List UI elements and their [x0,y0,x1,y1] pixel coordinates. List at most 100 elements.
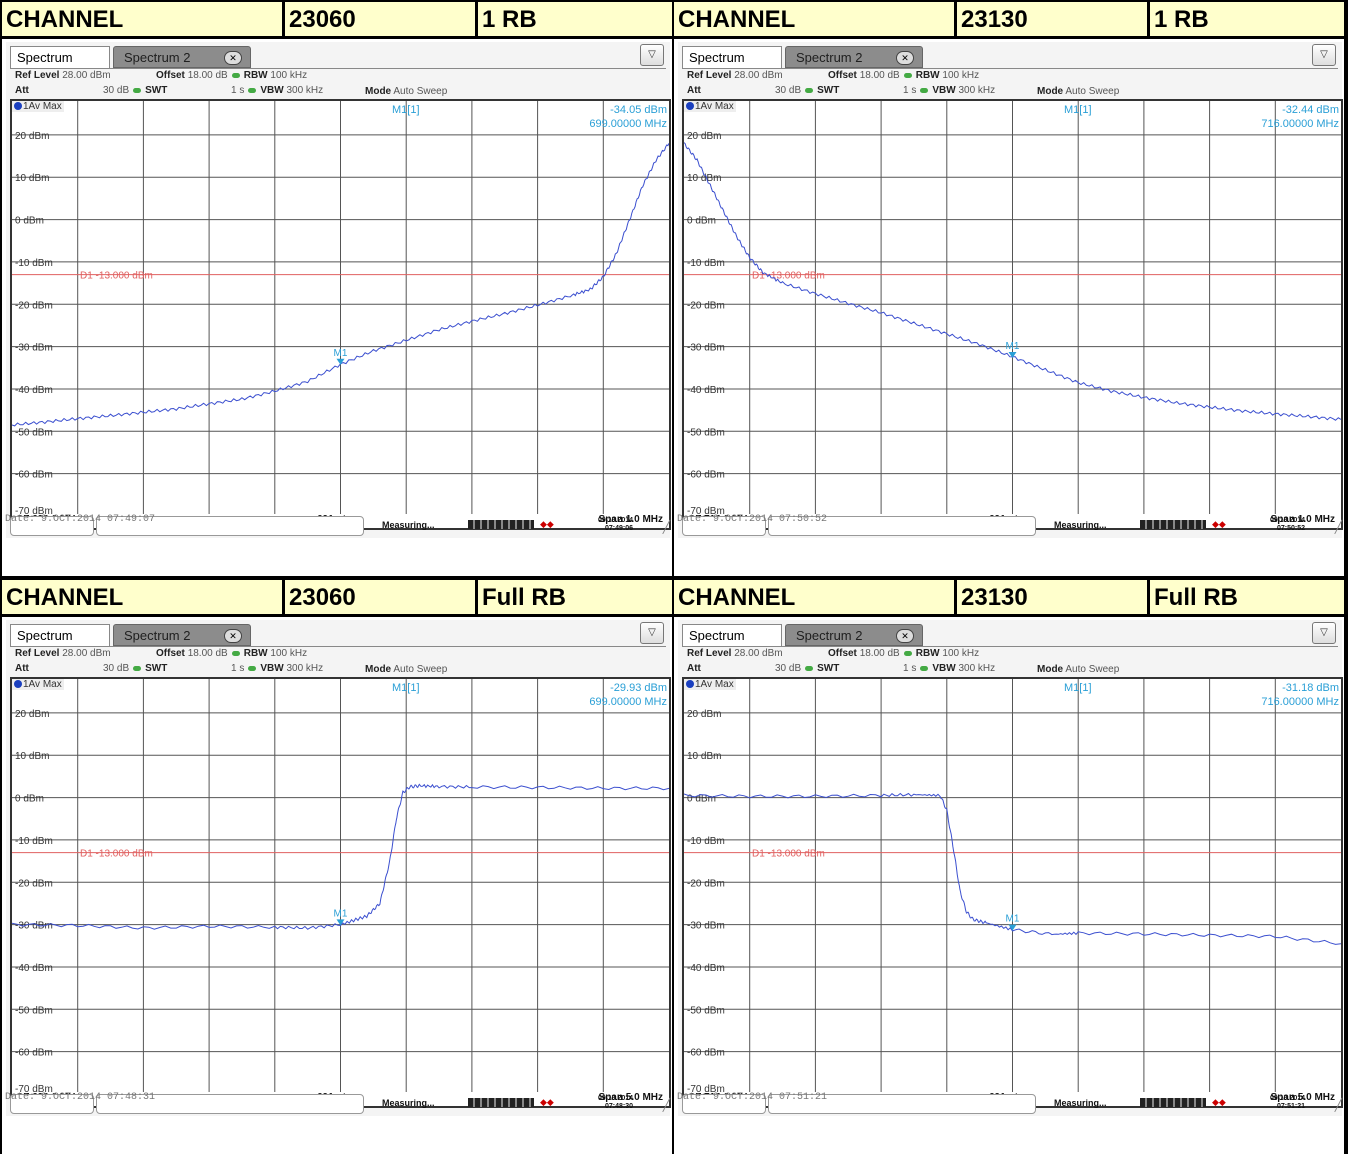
close-icon[interactable]: ✕ [224,51,242,65]
mode-value: Auto Sweep [393,664,448,675]
header-divider [1147,580,1150,614]
resize-grip-icon[interactable]: ╱ [662,520,670,534]
tab-spectrum[interactable]: Spectrum [682,46,782,68]
marker-readout-frequency: 699.00000 MHz [589,118,667,130]
status-field [96,1094,364,1114]
instrument-logo-icon: ◆◆ [540,1097,554,1107]
spectrum-plot[interactable]: 20 dBm 10 dBm 0 dBm -10 dBm -20 dBm -30 dBm -4… [10,677,671,1096]
close-icon[interactable]: ✕ [896,51,914,65]
rbw-label: RBW [243,648,268,659]
y-tick-label: -30 dBm [687,343,725,354]
swt-value: 1 s [903,85,917,96]
status-date: 09.10.2014 [598,1095,634,1102]
y-tick-label: -60 dBm [687,1048,725,1059]
progress-bar [1140,1098,1206,1107]
ref-level-value: 28.00 dBm [734,70,783,81]
y-tick-label: 0 dBm [687,794,716,805]
spectrum-chart: 20 dBm 10 dBm 0 dBm -10 dBm -20 dBm -30 dBm -4… [683,679,1342,1095]
display-config-icon[interactable]: ▽ [640,622,664,644]
y-tick-label: 0 dBm [15,794,44,805]
ref-level-row: Ref Level 28.00 dBm [15,648,111,659]
att-swt-row: 30 dB SWT [103,85,167,96]
swt-value: 1 s [231,85,245,96]
spectrum-chart: 20 dBm 10 dBm 0 dBm -10 dBm -20 dBm -30 dBm -4… [11,101,670,517]
tab-spectrum-2[interactable]: Spectrum 2 ✕ [113,46,251,68]
resize-grip-icon[interactable]: ╱ [1334,1098,1342,1112]
resize-grip-icon[interactable]: ╱ [662,1098,670,1112]
channel-header: CHANNEL 23130 1 RB [674,2,1344,39]
tab-spectrum-2[interactable]: Spectrum 2 ✕ [785,46,923,68]
y-tick-label: -70 dBm [687,506,725,516]
y-tick-label: 20 dBm [15,709,49,720]
tab-spectrum[interactable]: Spectrum [10,46,110,68]
mode-label: Mode [1037,664,1064,675]
marker-triangle [1008,924,1017,931]
tab-spectrum-2[interactable]: Spectrum 2 ✕ [113,624,251,646]
status-led-icon [903,72,912,78]
y-tick-label: -60 dBm [15,1048,53,1059]
trace-indicator: 1Av Max [12,101,64,112]
progress-bar [1140,520,1206,529]
y-tick-label: 10 dBm [687,173,721,184]
y-tick-label: -50 dBm [15,1005,53,1016]
status-led-icon [920,87,929,93]
att-value: 30 dB [775,85,802,96]
spectrum-plot[interactable]: 20 dBm 10 dBm 0 dBm -10 dBm -20 dBm -30 dBm -4… [682,677,1343,1096]
status-led-icon [231,650,240,656]
trace-dot-icon [686,102,694,111]
display-config-icon[interactable]: ▽ [1312,44,1336,66]
marker-triangle [336,919,345,926]
mode-value: Auto Sweep [1065,86,1120,97]
spectrum-plot[interactable]: 20 dBm 10 dBm 0 dBm -10 dBm -20 dBm -30 dBm -4… [10,99,671,518]
swt-vbw-row: 1 s VBW 300 kHz [903,663,995,674]
marker-readout-frequency: 716.00000 MHz [1261,118,1339,130]
spectrum-chart: 20 dBm 10 dBm 0 dBm -10 dBm -20 dBm -30 dBm -4… [683,101,1342,517]
att-value: 30 dB [103,85,130,96]
tab-spectrum[interactable]: Spectrum [10,624,110,646]
status-led-icon [805,665,814,671]
swt-vbw-row: 1 s VBW 300 kHz [903,85,995,96]
status-led-icon [248,87,257,93]
analyzer-panel: CHANNEL 23130 Full RB Spectrum Spectrum … [674,580,1344,1154]
att-label: Att [687,85,701,96]
tab-rule [10,646,666,647]
vbw-value: 300 kHz [286,85,324,96]
status-field [768,1094,1036,1114]
trace-line [11,783,670,930]
progress-bar [468,520,534,529]
tab-spectrum[interactable]: Spectrum [682,624,782,646]
status-timestamp: 09.10.2014 07:49:06 [598,517,633,533]
att-swt-row: 30 dB SWT [775,663,839,674]
offset-value: 18.00 dB [187,70,228,81]
header-divider [954,580,957,614]
analyzer-panel: CHANNEL 23060 Full RB Spectrum Spectrum … [2,580,672,1154]
y-tick-label: 0 dBm [15,216,44,227]
display-config-icon[interactable]: ▽ [1312,622,1336,644]
measuring-status: Measuring... [1054,1098,1107,1108]
rbw-value: 100 kHz [270,648,308,659]
display-config-icon[interactable]: ▽ [640,44,664,66]
vbw-value: 300 kHz [958,663,996,674]
offset-label: Offset [828,70,857,81]
rbw-label: RBW [915,648,940,659]
status-led-icon [805,87,814,93]
att-swt-row: 30 dB SWT [775,85,839,96]
status-field [96,516,364,536]
channel-header: CHANNEL 23130 Full RB [674,580,1344,617]
resize-grip-icon[interactable]: ╱ [1334,520,1342,534]
spectrum-plot[interactable]: 20 dBm 10 dBm 0 dBm -10 dBm -20 dBm -30 dBm -4… [682,99,1343,518]
tab-spectrum-2[interactable]: Spectrum 2 ✕ [785,624,923,646]
ref-level-label: Ref Level [15,70,60,81]
channel-number: 23060 [289,584,356,611]
status-timestamp: 09.10.2014 07:48:30 [598,1095,633,1111]
tab-rule [682,68,1338,69]
close-icon[interactable]: ✕ [896,629,914,643]
swt-value: 1 s [903,663,917,674]
ref-level-label: Ref Level [687,648,732,659]
rbw-value: 100 kHz [942,648,980,659]
status-timestamp: 09.10.2014 07:51:21 [1270,1095,1305,1111]
close-icon[interactable]: ✕ [224,629,242,643]
marker-tag: M1 [1006,914,1020,925]
att-label: Att [15,85,29,96]
status-time: 07:50:52 [1277,525,1306,532]
